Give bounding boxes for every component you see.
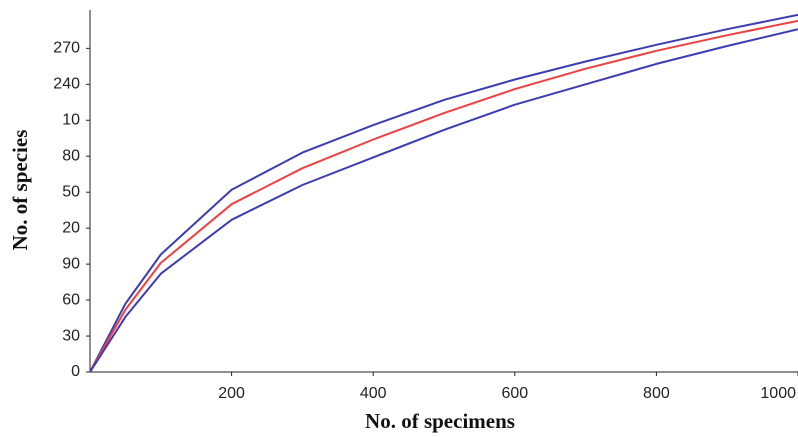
series-line [89,28,798,373]
x-axis-title: No. of specimens [365,409,515,433]
y-tick-label: 50 [62,183,80,200]
y-tick-label: 240 [53,76,80,93]
series-line [89,13,798,373]
x-tick-label: 400 [360,385,387,402]
x-tick-label: 1000 [760,385,796,402]
y-tick-label: 0 [71,363,80,380]
x-tick-label: 600 [501,385,528,402]
y-tick-label: 90 [62,255,80,272]
y-tick-label: 10 [62,111,80,128]
x-tick-label: 800 [643,385,670,402]
y-tick-label: 20 [62,219,80,236]
series-line [89,19,798,373]
y-tick-label: 30 [62,327,80,344]
x-tick-label: 200 [218,385,245,402]
y-tick-label: 80 [62,147,80,164]
y-tick-label: 60 [62,291,80,308]
y-axis-title: No. of species [8,130,32,251]
y-tick-label: 270 [53,40,80,57]
